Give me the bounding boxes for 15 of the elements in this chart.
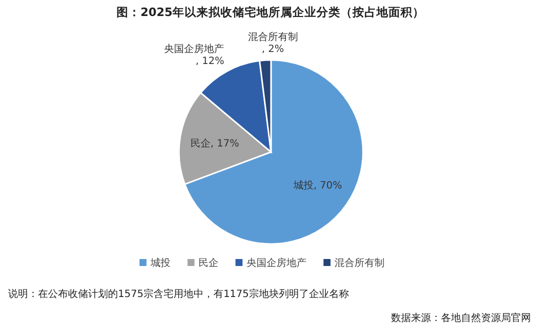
data-label: , 17% [210,138,240,150]
legend-label: 混合所有制 [334,257,384,269]
slice-label: 民企 [190,137,210,150]
slice-label: 混合所有制 [248,31,298,44]
data-label: , 70% [314,180,342,192]
source-note: 数据来源：各地自然资源局官网 [391,312,531,324]
legend-label: 民企 [198,257,218,269]
legend-label: 城投 [150,257,170,269]
data-label: , 12% [196,56,224,67]
data-label: , 2% [262,44,284,56]
slice-label: 城投 [292,180,314,192]
text: 说明：在公布收储计划的1575宗含宅用地中，有1175宗地块列明了企业名称 [8,288,349,300]
chart-title: 图：2025年以来拟收储宅地所属企业分类（按占地面积） [116,5,425,19]
slice-label: 央国企房地产 [164,42,224,55]
legend-label: 央国企房地产 [246,257,306,269]
